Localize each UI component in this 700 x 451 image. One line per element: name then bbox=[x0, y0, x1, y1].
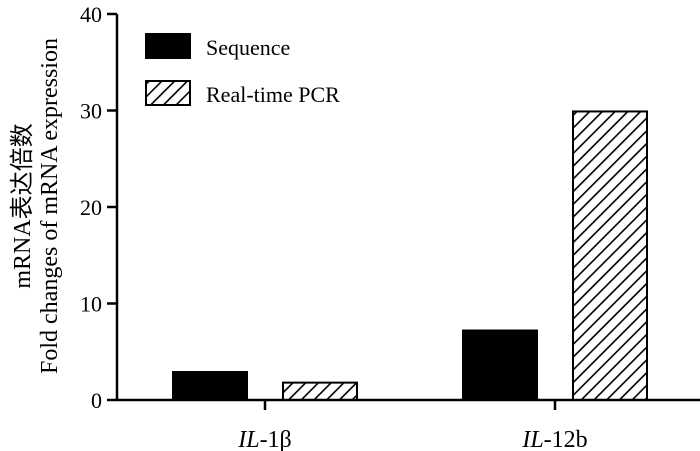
y-tick-label: 20 bbox=[80, 195, 102, 220]
legend-label: Real-time PCR bbox=[206, 82, 340, 107]
legend: Sequence Real-time PCR bbox=[145, 33, 340, 107]
x-category-label: IL-12b bbox=[521, 427, 587, 451]
y-tick-label: 0 bbox=[91, 388, 102, 413]
category-label-prefix: IL bbox=[521, 427, 543, 451]
legend-label: Sequence bbox=[206, 35, 290, 60]
legend-swatch-sequence bbox=[145, 33, 191, 59]
y-axis-title-chinese: mRNA表达倍数 bbox=[9, 123, 36, 288]
y-axis-ticks: 0 10 20 30 40 bbox=[80, 2, 117, 413]
bar-realtime-pcr-0 bbox=[282, 381, 358, 402]
y-axis-title: mRNA表达倍数 Fold changes of mRNA expression bbox=[9, 38, 63, 374]
legend-swatch-realtime-pcr bbox=[145, 80, 191, 106]
category-label-suffix: -1β bbox=[260, 427, 292, 451]
category-label-suffix: -12b bbox=[544, 427, 588, 451]
category-label-prefix: IL bbox=[237, 427, 259, 451]
y-tick-label: 10 bbox=[80, 292, 102, 317]
bar-realtime-pcr-1 bbox=[572, 110, 648, 401]
bar-sequence-1 bbox=[462, 329, 538, 401]
y-tick-label: 40 bbox=[80, 2, 102, 27]
bar-sequence-0 bbox=[172, 371, 248, 402]
x-axis-category-labels: IL-1β IL-12b bbox=[237, 400, 588, 451]
bars bbox=[172, 110, 648, 402]
y-tick-label: 30 bbox=[80, 99, 102, 124]
y-axis-title-english: Fold changes of mRNA expression bbox=[37, 38, 63, 374]
x-category-label: IL-1β bbox=[237, 427, 292, 451]
